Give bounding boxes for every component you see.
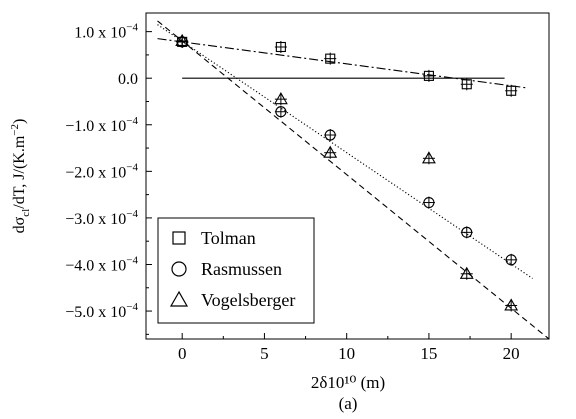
x-tick-label: 10 [338, 344, 355, 363]
point-rasmussen [324, 129, 337, 142]
y-tick-label: −4.0 x 10−4 [65, 254, 138, 274]
point-tolman [422, 69, 435, 82]
fit-line-tolman [157, 38, 528, 89]
panel-label: (a) [339, 394, 358, 413]
point-rasmussen [505, 253, 518, 266]
y-tick-label: −2.0 x 10−4 [65, 161, 138, 181]
x-tick-label: 20 [503, 344, 520, 363]
point-vogelsberger [175, 33, 190, 47]
point-rasmussen [422, 196, 435, 209]
legend-markers [169, 231, 189, 307]
y-tick-label: 1.0 x 10−4 [74, 22, 138, 42]
point-rasmussen [274, 105, 287, 118]
y-axis-label: dσcl/dT, J/(K.m−2) [9, 119, 32, 234]
legend-label-vogelsberger: Vogelsberger [201, 290, 295, 310]
point-vogelsberger [504, 298, 519, 312]
point-tolman [274, 40, 287, 53]
legend-label-rasmussen: Rasmussen [201, 259, 282, 279]
legend-label-tolman: Tolman [201, 228, 256, 248]
point-vogelsberger [421, 151, 436, 165]
fit-line-vogelsberger [157, 20, 549, 339]
fit-line-rasmussen [157, 24, 533, 279]
x-tick-label: 0 [178, 344, 187, 363]
point-tolman [324, 52, 337, 65]
point-tolman [505, 84, 518, 97]
point-vogelsberger [459, 266, 474, 280]
point-vogelsberger [273, 92, 288, 106]
legend: Tolman Rasmussen Vogelsberger [157, 217, 315, 324]
y-tick-label: 0.0 [118, 71, 138, 88]
y-tick-label: −3.0 x 10−4 [65, 208, 138, 228]
legend-marker-rasmussen [171, 261, 187, 277]
plot-area-frame [145, 12, 550, 340]
point-tolman [460, 78, 473, 91]
legend-marker-tolman [172, 231, 186, 245]
legend-marker-vogelsberger [169, 290, 189, 307]
y-tick-label: −1.0 x 10−4 [65, 115, 138, 135]
x-axis-label: 2δ10¹⁰ (m) [311, 373, 385, 392]
x-tick-label: 15 [420, 344, 437, 363]
axis-ticks: 0 5 10 15 20 1.0 x 10−4 0.0 −1.0 x 10−4 −2.0 x 1… [65, 22, 519, 363]
point-vogelsberger [323, 145, 338, 159]
x-tick-label: 5 [260, 344, 269, 363]
y-tick-label: −5.0 x 10−4 [65, 301, 138, 321]
point-rasmussen [460, 226, 473, 239]
data-points [175, 33, 519, 312]
